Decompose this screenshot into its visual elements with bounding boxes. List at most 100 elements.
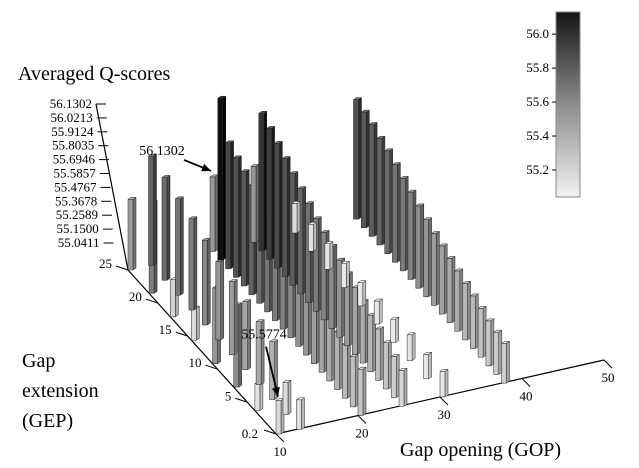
bar-top	[398, 368, 408, 371]
bar-top	[257, 111, 268, 114]
bar-side	[444, 368, 449, 398]
gop-tick-mark	[603, 359, 613, 369]
gop-tick-mark	[275, 433, 285, 443]
bar-front	[202, 239, 208, 326]
gep-tick-label: 20	[129, 289, 142, 304]
colorbar-tick-label: 55.4	[526, 128, 549, 143]
gep-tick-mark	[205, 364, 218, 370]
bar-top	[485, 318, 495, 322]
bar-front	[352, 287, 358, 355]
bar-side	[347, 341, 351, 399]
annotations: 56.1302 55.5774	[139, 144, 287, 397]
bar-front	[217, 97, 224, 261]
bar	[492, 329, 503, 375]
bar-top	[282, 380, 292, 383]
bar	[373, 298, 384, 325]
bar-front	[368, 124, 375, 237]
bar-top	[295, 397, 306, 401]
bar	[430, 230, 441, 306]
bar-front	[305, 203, 311, 303]
ticks: 56.130256.021355.912455.803555.694655.58…	[50, 26, 615, 459]
colorbar-tick-label: 56.0	[526, 26, 549, 41]
bar-side	[329, 241, 334, 270]
bar-top	[216, 95, 227, 99]
bar-top	[453, 268, 464, 272]
bar-top	[414, 203, 425, 207]
bar-top	[390, 354, 401, 357]
bar-front	[415, 205, 422, 289]
bar-top	[357, 366, 367, 370]
bar	[360, 109, 371, 229]
bar-side	[132, 196, 137, 271]
bar	[352, 97, 363, 220]
bar-top	[268, 339, 279, 342]
bar-front	[240, 171, 247, 287]
bar-side	[287, 379, 292, 415]
z-tick-label: 55.4767	[54, 179, 97, 194]
bar-front	[233, 157, 239, 278]
gep-tick-mark	[115, 265, 129, 271]
bar-front	[359, 301, 366, 364]
colorbar	[555, 11, 581, 198]
z-tick-label: 56.0213	[51, 110, 93, 125]
bar	[307, 221, 318, 252]
bar-front	[296, 399, 302, 430]
bar-top	[349, 354, 360, 357]
bar-top	[147, 153, 158, 157]
bar	[469, 293, 480, 350]
bar-front	[291, 203, 298, 234]
bar-top	[255, 319, 265, 322]
bar	[374, 326, 385, 381]
gep-tick-mark	[263, 429, 277, 435]
bar-top	[399, 176, 410, 179]
bar-side	[388, 340, 392, 390]
bar-top	[383, 148, 394, 152]
bar-front	[308, 223, 314, 252]
bar	[368, 122, 378, 237]
bar-top	[492, 329, 503, 333]
gop-axis-title: Gap opening (GOP)	[400, 439, 561, 461]
bar-top	[469, 293, 480, 297]
bar-top	[368, 122, 378, 125]
bar	[477, 305, 487, 358]
gop-tick-mark	[521, 378, 531, 387]
bar-top	[422, 217, 433, 220]
bar	[291, 200, 301, 234]
bar-side	[313, 221, 317, 252]
bar-top	[407, 189, 417, 193]
bar	[174, 196, 185, 296]
bar-front	[209, 176, 216, 252]
bar-front	[254, 383, 261, 411]
bar	[349, 354, 360, 408]
bar-side	[318, 216, 322, 312]
bar-top	[161, 175, 171, 178]
bar	[216, 95, 227, 261]
bar-side	[395, 316, 399, 343]
bar-side	[193, 216, 198, 311]
bar	[188, 216, 198, 311]
bar-top	[291, 201, 301, 204]
bar	[341, 341, 352, 399]
bar	[147, 153, 158, 266]
bar-top	[296, 186, 307, 189]
bar-front	[367, 314, 374, 372]
z-tick-label: 55.5857	[54, 166, 97, 181]
bar-front	[274, 143, 280, 269]
bar-side	[153, 153, 157, 266]
bar	[391, 162, 402, 263]
gep-tick-mark	[235, 397, 248, 403]
bar-front	[228, 281, 235, 356]
bar-top	[224, 140, 235, 144]
bar	[389, 316, 400, 343]
colorbar-tick-label: 55.6	[526, 94, 549, 109]
bar-top	[439, 369, 449, 372]
bar	[406, 332, 416, 362]
gep-tick-mark	[145, 298, 158, 304]
bar	[422, 217, 433, 298]
chart-title: Averaged Q-scores	[18, 63, 171, 85]
bar	[446, 255, 456, 324]
bar-top	[228, 279, 239, 282]
bar-front	[485, 320, 492, 367]
bar-side	[333, 243, 338, 330]
